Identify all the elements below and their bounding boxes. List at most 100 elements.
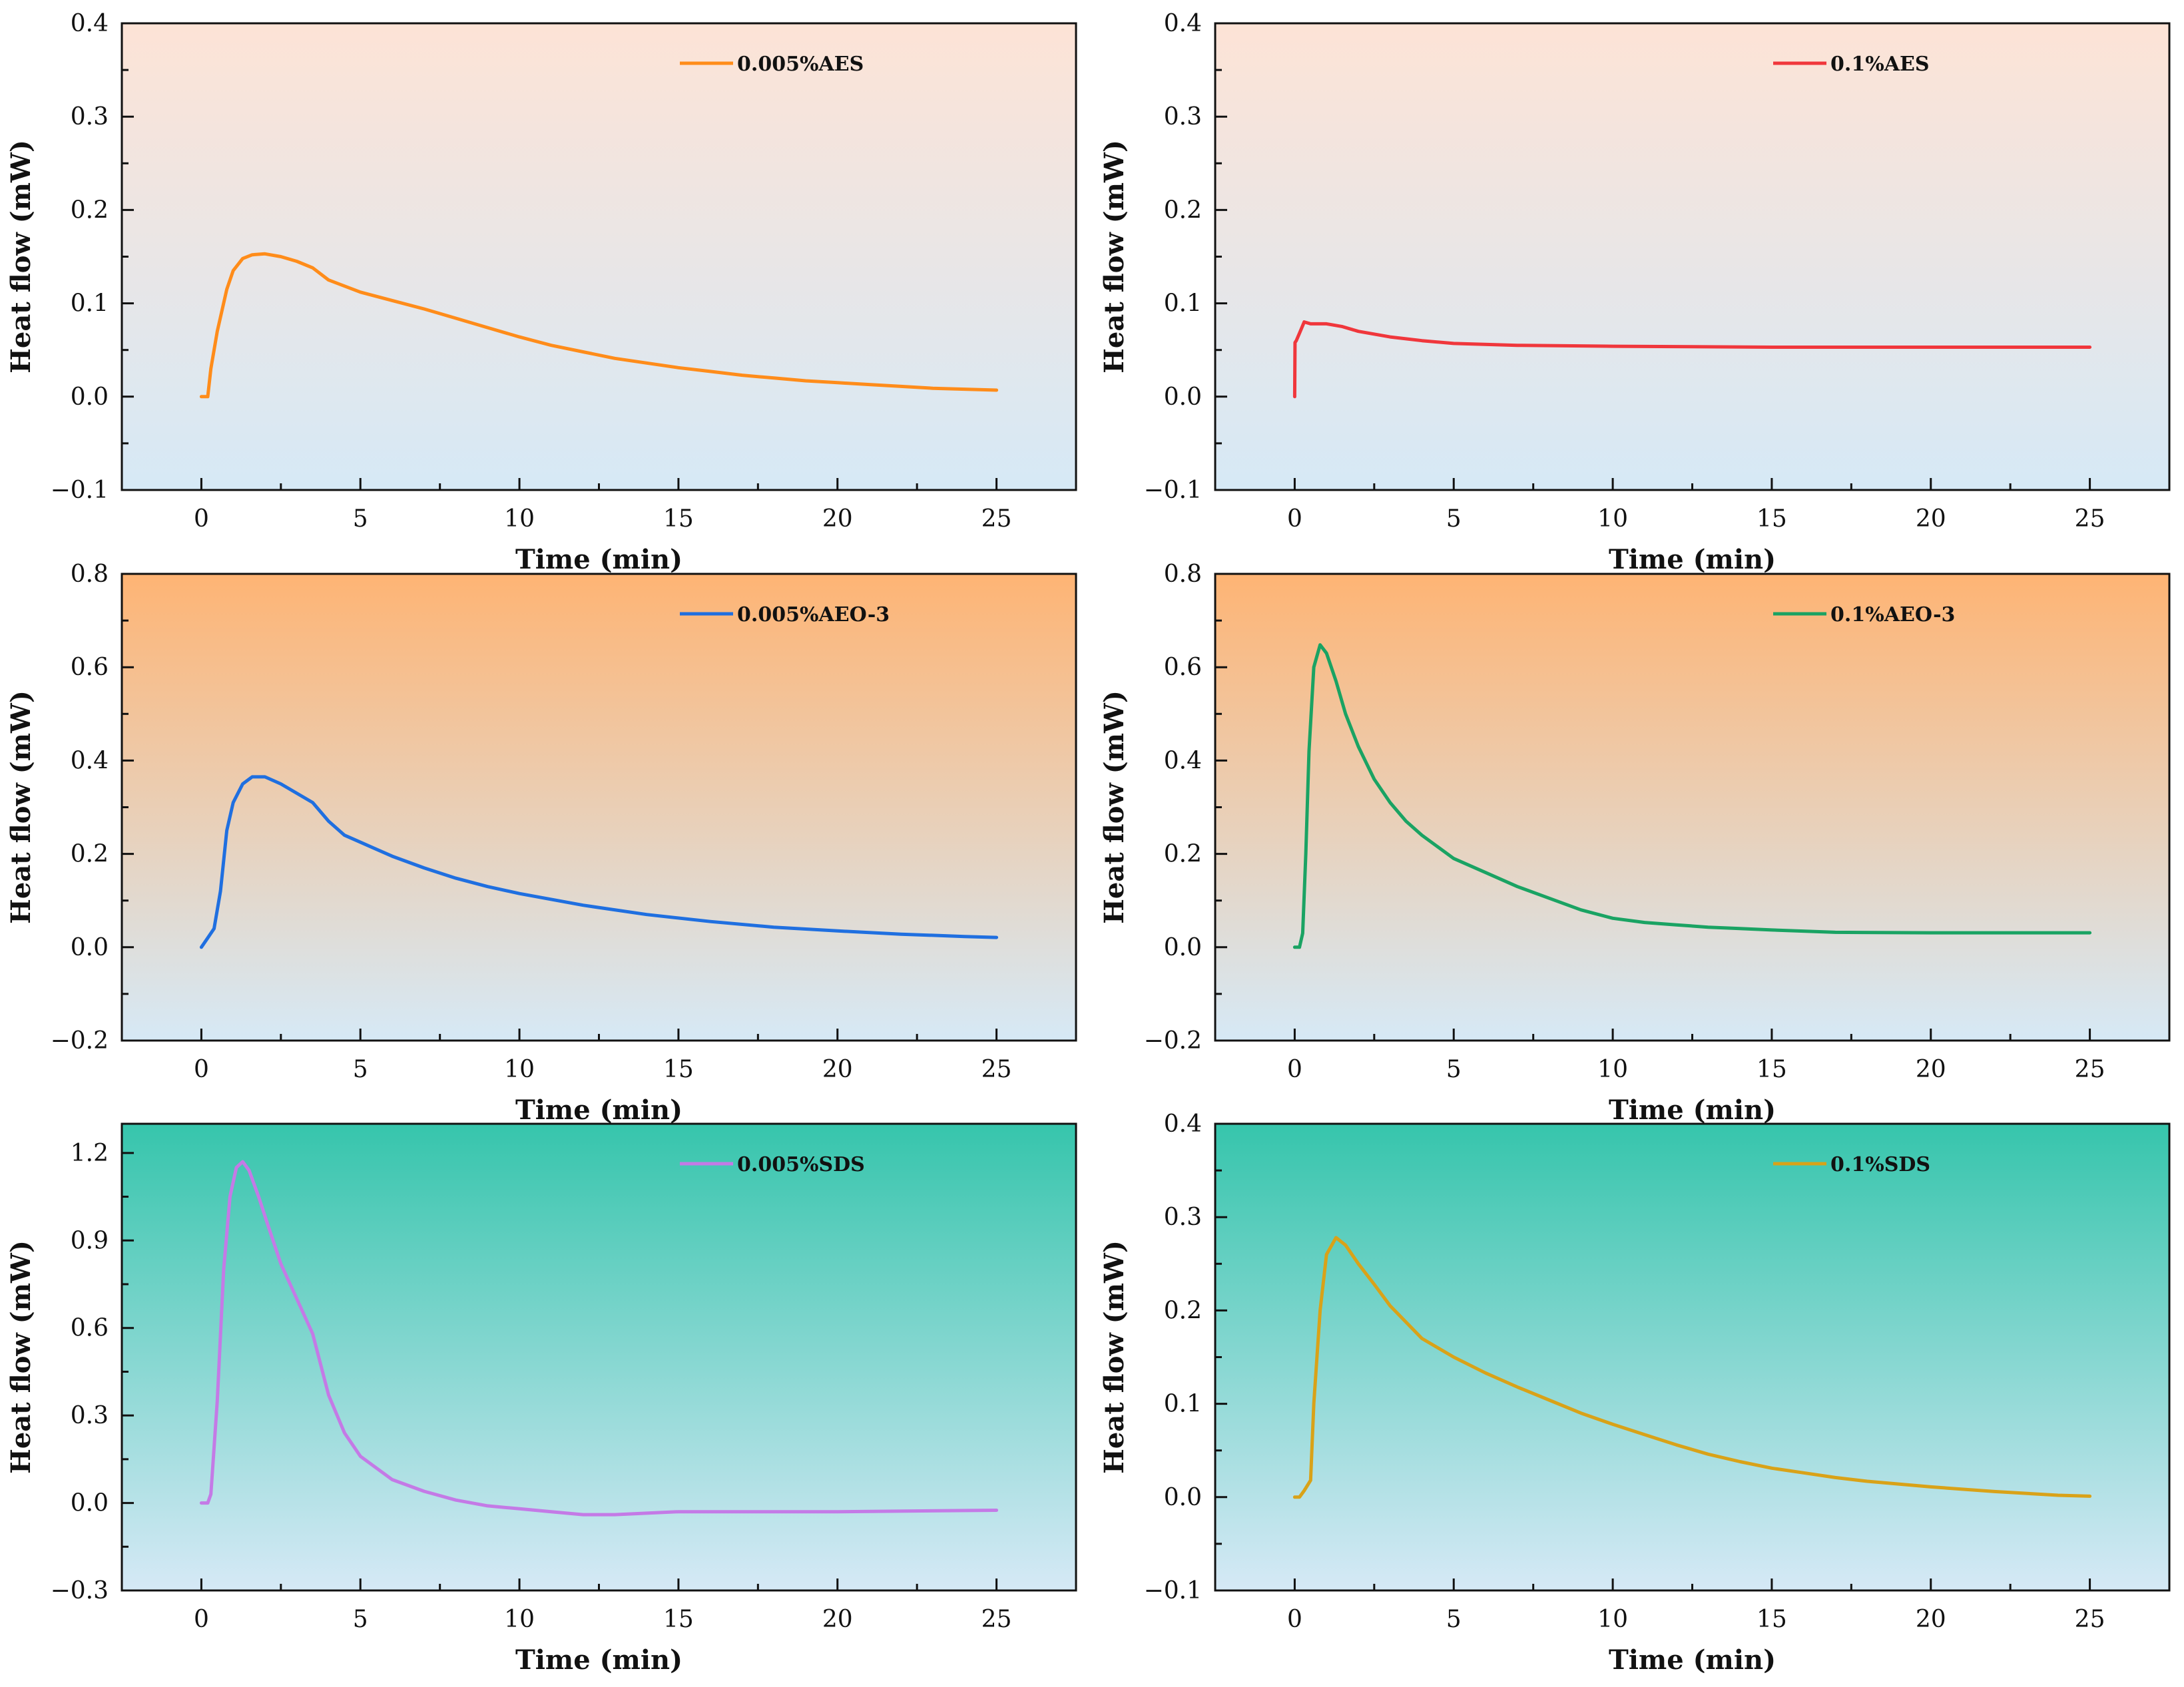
y-tick-label: 0.3	[71, 1402, 109, 1429]
series-line-1	[1292, 320, 2092, 399]
y-axis-title: Heat flow (mW)	[5, 140, 37, 373]
y-tick-label: −0.1	[1144, 1577, 1202, 1604]
series-line-1	[1292, 643, 2092, 949]
plot-background	[1215, 1124, 2169, 1590]
y-tick-label: −0.2	[1144, 1027, 1202, 1055]
y-tick-label: 0.0	[71, 934, 109, 961]
chart-panel-1: 0.005%AES 0 5 10 15 20 25 −0.1 0.0 0.1 0.2 0.3 0.4 Ti…	[5, 10, 1077, 575]
series-line-1	[199, 252, 999, 399]
chart-panel-2: 0.1%AES 0 5 10 15 20 25 −0.1 0.0 0.1 0.2 0.3 0.4 Time…	[1099, 10, 2171, 575]
plot-background	[1215, 574, 2169, 1041]
x-tick-label: 20	[1916, 1606, 1946, 1633]
y-tick-label: −0.2	[51, 1027, 109, 1055]
y-tick-label: −0.1	[1144, 477, 1202, 504]
y-tick-label: 0.2	[71, 196, 109, 224]
legend-label: 0.1%AES	[1830, 53, 1930, 76]
y-tick-label: 0.9	[71, 1227, 109, 1254]
y-tick-label: 0.6	[71, 1315, 109, 1342]
x-axis-title: Time (min)	[1609, 544, 1776, 575]
y-tick-label: 0.2	[71, 841, 109, 868]
x-tick-label: 25	[981, 1606, 1012, 1633]
y-tick-label: 0.6	[1164, 654, 1202, 681]
x-tick-label: 15	[663, 1056, 694, 1083]
x-tick-label: 15	[663, 1606, 694, 1633]
series-line-1	[199, 1160, 999, 1517]
x-tick-label: 0	[1287, 505, 1302, 533]
x-tick-label: 20	[822, 1606, 853, 1633]
plot-background	[122, 23, 1076, 490]
x-tick-label: 5	[353, 1606, 368, 1633]
legend-label: 0.1%SDS	[1830, 1153, 1930, 1176]
x-axis-title: Time (min)	[1609, 1094, 1776, 1126]
x-tick-label: 0	[1287, 1606, 1302, 1633]
y-axis-title: Heat flow (mW)	[1099, 140, 1130, 373]
legend-label: 0.005%SDS	[737, 1153, 865, 1176]
x-tick-label: 5	[1446, 1606, 1462, 1633]
y-tick-label: 0.0	[71, 1490, 109, 1517]
y-tick-label: 0.4	[1164, 1110, 1202, 1138]
x-tick-label: 5	[353, 505, 368, 533]
y-axis-title: Heat flow (mW)	[5, 690, 37, 924]
legend-label: 0.1%AEO-3	[1830, 603, 1955, 626]
plot-background	[122, 1124, 1076, 1590]
x-tick-label: 5	[353, 1056, 368, 1083]
x-axis-title: Time (min)	[515, 1094, 682, 1126]
y-tick-label: 0.3	[1164, 1204, 1202, 1231]
y-axis-title: Heat flow (mW)	[5, 1240, 37, 1474]
y-tick-label: 0.8	[71, 561, 109, 588]
y-axis-title: Heat flow (mW)	[1099, 690, 1130, 924]
x-tick-label: 0	[194, 505, 209, 533]
y-tick-label: 0.4	[71, 747, 109, 774]
y-tick-label: 0.0	[1164, 383, 1202, 411]
x-tick-label: 15	[1757, 505, 1787, 533]
x-tick-label: 10	[504, 1606, 535, 1633]
y-tick-label: 0.1	[1164, 290, 1202, 318]
x-tick-label: 0	[1287, 1056, 1302, 1083]
y-tick-label: 0.0	[1164, 1484, 1202, 1511]
y-tick-label: 0.0	[1164, 934, 1202, 961]
y-tick-label: −0.3	[51, 1577, 109, 1604]
x-tick-label: 0	[194, 1056, 209, 1083]
y-tick-label: 0.3	[71, 103, 109, 130]
series-line-1	[1292, 1236, 2092, 1499]
x-tick-label: 15	[1757, 1056, 1787, 1083]
chart-panel-5: 0.005%SDS 0 5 10 15 20 25 −0.3 0.0 0.3 0.6 0.9 1.2 Ti…	[5, 1122, 1077, 1676]
y-tick-label: −0.1	[51, 477, 109, 504]
legend-label: 0.005%AEO-3	[737, 603, 890, 626]
y-tick-label: 0.4	[71, 10, 109, 37]
chart-panel-6: 0.1%SDS 0 5 10 15 20 25 −0.1 0.0 0.1 0.2 0.3 0.4 Time…	[1099, 1110, 2171, 1676]
x-tick-label: 15	[663, 505, 694, 533]
x-tick-label: 10	[504, 505, 535, 533]
y-tick-label: 1.2	[71, 1140, 109, 1167]
y-tick-label: 0.1	[1164, 1391, 1202, 1418]
x-tick-label: 25	[2075, 1056, 2105, 1083]
series-line-1	[199, 775, 999, 949]
y-tick-label: 0.6	[71, 654, 109, 681]
y-tick-label: 0.0	[71, 383, 109, 411]
x-tick-label: 5	[1446, 505, 1462, 533]
y-tick-label: 0.3	[1164, 103, 1202, 130]
x-tick-label: 15	[1757, 1606, 1787, 1633]
legend-label: 0.005%AES	[737, 53, 864, 76]
chart-panel-4: 0.1%AEO-3 0 5 10 15 20 25 −0.2 0.0 0.2 0.4 0.6 0.8 Ti…	[1099, 561, 2171, 1126]
x-axis-title: Time (min)	[515, 544, 682, 575]
x-tick-label: 5	[1446, 1056, 1462, 1083]
x-tick-label: 20	[822, 1056, 853, 1083]
x-tick-label: 10	[1597, 505, 1628, 533]
chart-panel-3: 0.005%AEO-3 0 5 10 15 20 25 −0.2 0.0 0.2 0.4 0.6 0.8…	[5, 561, 1077, 1126]
x-tick-label: 25	[2075, 505, 2105, 533]
x-axis-title: Time (min)	[515, 1644, 682, 1676]
y-tick-label: 0.8	[1164, 561, 1202, 588]
x-tick-label: 20	[1916, 505, 1946, 533]
x-tick-label: 25	[981, 505, 1012, 533]
plot-background	[122, 574, 1076, 1041]
x-tick-label: 10	[1597, 1606, 1628, 1633]
x-axis-title: Time (min)	[1609, 1644, 1776, 1676]
x-tick-label: 25	[981, 1056, 1012, 1083]
y-tick-label: 0.4	[1164, 747, 1202, 774]
y-axis-title: Heat flow (mW)	[1099, 1240, 1130, 1474]
x-tick-label: 10	[504, 1056, 535, 1083]
x-tick-label: 25	[2075, 1606, 2105, 1633]
x-tick-label: 20	[1916, 1056, 1946, 1083]
